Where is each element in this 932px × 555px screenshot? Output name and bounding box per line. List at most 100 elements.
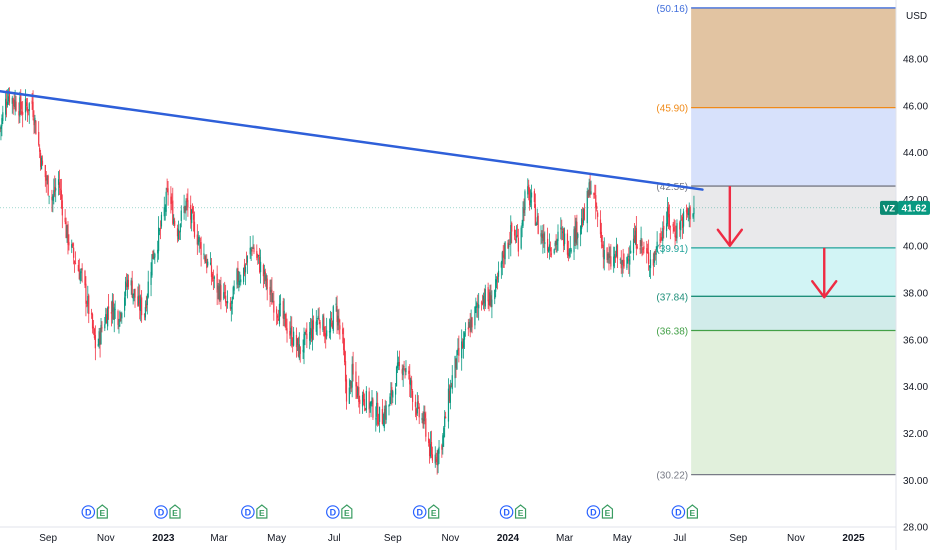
earnings-icon[interactable] [341,504,353,519]
candle [648,239,650,271]
candle [85,276,87,317]
candle [11,95,13,114]
candle [40,155,43,170]
candle [203,243,205,260]
dividend-icon[interactable] [326,505,340,519]
candle [229,296,231,311]
y-tick-label: 46.00 [903,101,928,112]
candle [521,219,523,238]
candle [451,365,453,394]
y-tick-label: 32.00 [903,429,928,440]
candle [153,249,155,260]
dividend-icon[interactable] [241,505,255,519]
candle [303,327,305,365]
candle [225,284,227,307]
fib-zones [691,7,896,475]
candle [600,222,603,249]
trendline[interactable] [0,90,704,191]
dividend-icon[interactable] [154,505,168,519]
currency-label[interactable]: USD [906,11,927,22]
down-arrow[interactable] [811,247,838,299]
candle [646,240,648,264]
candle [448,384,451,404]
candle [7,87,10,105]
earnings-icon[interactable] [169,504,181,519]
candle [325,325,327,349]
candle [675,225,677,242]
candle [253,244,255,255]
candle [186,193,188,211]
candle [276,313,279,325]
earnings-icon[interactable] [601,504,614,519]
candle [67,221,69,255]
candle [580,208,583,235]
candle [298,332,300,361]
candle [139,284,141,320]
dividend-letter: D [330,508,337,518]
candle [60,178,62,209]
candle [86,300,88,308]
candle [429,431,432,459]
candle [55,178,57,203]
candle [458,335,460,363]
earnings-icon[interactable] [514,504,527,519]
down-arrow[interactable] [716,186,744,247]
candle [146,293,148,315]
candle [655,246,657,265]
candle [484,284,486,310]
candle [114,300,116,319]
candle [444,410,446,438]
candle [483,288,485,312]
candle [130,277,132,295]
earnings-icon[interactable] [428,504,440,519]
candle [437,448,439,474]
earnings-icon[interactable] [686,504,698,519]
candle [481,294,484,306]
candle [679,220,681,237]
symbol-tag [880,200,898,215]
candle [174,217,176,228]
candle [34,114,36,134]
candle [457,338,459,356]
dividend-icon[interactable] [412,505,427,519]
candle [110,301,113,327]
candle [349,379,351,395]
candle [338,308,340,335]
candle [500,260,502,279]
candle [667,201,670,230]
last-price-text: 41.62 [901,203,926,214]
candle [256,244,258,261]
candle [304,331,306,346]
candle [2,105,4,125]
candle [666,197,669,227]
candle [510,215,512,257]
candle [496,276,498,289]
dividend-icon[interactable] [586,505,601,519]
x-tick-label: 2024 [497,533,520,544]
dividend-icon[interactable] [499,505,514,519]
candle [144,300,146,321]
candle [557,224,559,251]
dividend-icon[interactable] [81,505,96,519]
candle [44,164,46,187]
candle [316,317,318,336]
candle [166,178,168,193]
candle [209,252,212,266]
earnings-icon[interactable] [256,504,268,519]
earnings-icon[interactable] [96,504,108,519]
candle [378,406,381,433]
candle [541,230,543,244]
dividend-icon[interactable] [671,505,686,519]
candle [81,263,83,283]
candle [639,239,641,255]
